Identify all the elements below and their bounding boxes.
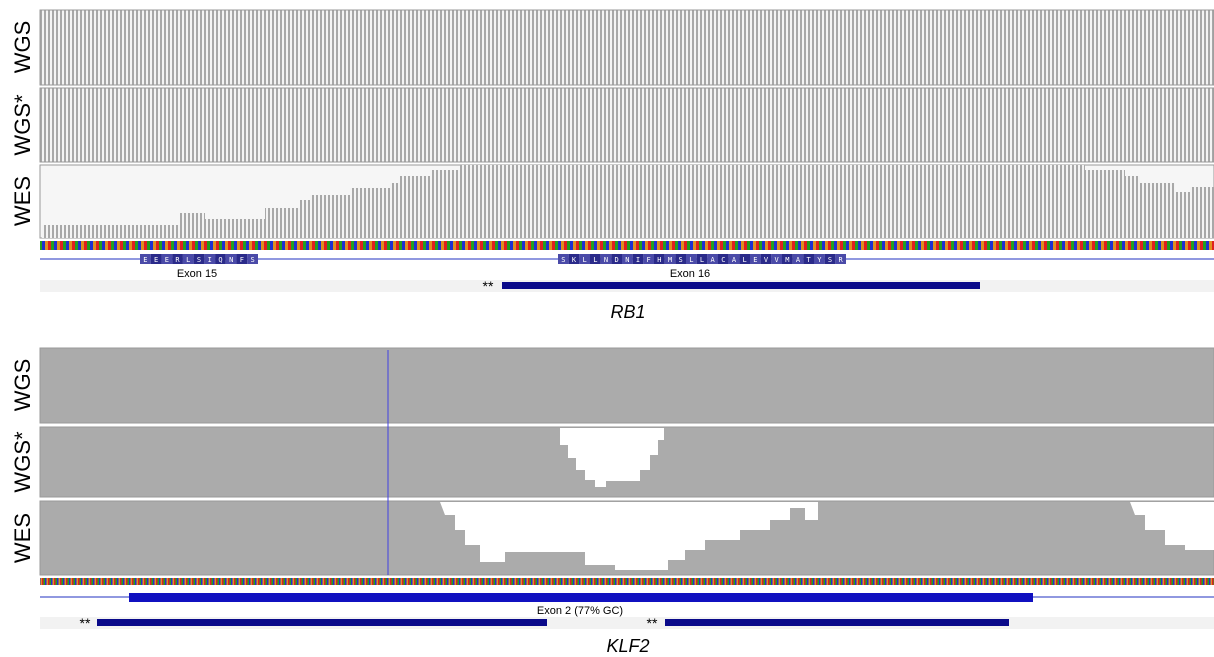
amino-acid: C [721,256,725,264]
track-label: WES [10,513,35,563]
sequence [40,241,1214,250]
sequence [40,578,1214,585]
amino-acid: E [143,256,147,264]
exon-label: Exon 15 [177,268,217,280]
amino-acid: L [700,256,704,264]
gene-name: KLF2 [606,636,649,656]
amino-acid: S [197,256,201,264]
amino-acid: S [828,256,832,264]
track-label: WGS [10,359,35,412]
amino-acid: I [208,256,212,264]
amino-acid: N [604,256,608,264]
amino-acid: S [251,256,255,264]
exon-label: Exon 16 [670,268,710,280]
amino-acid: L [689,256,693,264]
amino-acid: S [679,256,683,264]
amino-acid: E [154,256,158,264]
exon-label: Exon 2 (77% GC) [537,605,623,617]
amino-acid: Q [218,256,222,264]
amino-acid: L [593,256,597,264]
region-bar [665,619,1009,626]
track-label: WGS [10,21,35,74]
amino-acid: D [615,256,619,264]
amino-acid: N [625,256,629,264]
track-label: WGS* [10,431,35,493]
amino-acid: H [657,256,661,264]
amino-acid: N [229,256,233,264]
region-bar [97,619,547,626]
coverage [40,348,1214,423]
amino-acid: L [186,256,190,264]
klf2-tracks [40,348,1214,629]
marker: ** [483,278,494,294]
amino-acid: I [636,256,640,264]
coverage [40,10,1214,85]
coverage [40,88,1214,162]
amino-acid: F [647,256,651,264]
igv-figure: WGS WGS* WES Exon 15 Exon 16 ** RB1 WGS … [0,0,1214,657]
amino-acid: L [743,256,747,264]
exon [129,593,1033,602]
amino-acid: F [240,256,244,264]
amino-acid: L [583,256,587,264]
amino-acid: S [561,256,565,264]
gene-name: RB1 [610,302,645,322]
amino-acid: M [668,256,672,264]
amino-acid: E [753,256,757,264]
marker: ** [647,615,658,631]
amino-acid: E [165,256,169,264]
track-label: WES [10,176,35,226]
marker: ** [80,615,91,631]
rb1-tracks [40,10,1214,292]
region-bar [502,282,980,289]
amino-acid: M [785,256,789,264]
track-label: WGS* [10,94,35,156]
